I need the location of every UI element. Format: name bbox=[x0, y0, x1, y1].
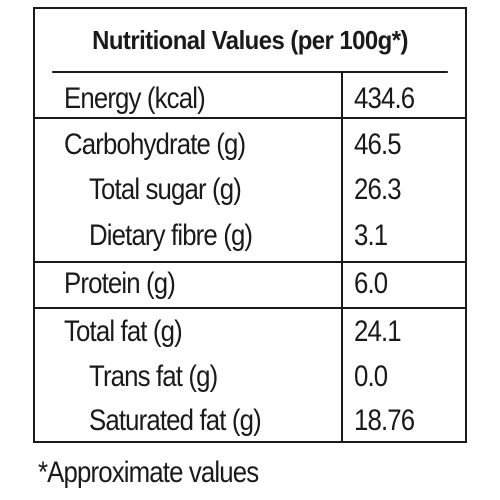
row-value-total-sugar: 26.3 bbox=[354, 173, 402, 206]
row-divider-protein bbox=[35, 307, 465, 309]
row-label-protein: Protein (g) bbox=[64, 267, 176, 300]
row-value-energy: 434.6 bbox=[354, 82, 415, 115]
row-label-total-fat: Total fat (g) bbox=[64, 315, 183, 348]
row-value-carbohydrate: 46.5 bbox=[354, 128, 402, 161]
column-divider bbox=[341, 73, 343, 441]
footnote: *Approximate values bbox=[38, 456, 259, 489]
row-value-trans-fat: 0.0 bbox=[354, 360, 388, 393]
table-title: Nutritional Values (per 100g*) bbox=[52, 9, 448, 73]
row-value-dietary-fibre: 3.1 bbox=[354, 219, 388, 252]
row-value-protein: 6.0 bbox=[354, 267, 388, 300]
row-label-total-sugar: Total sugar (g) bbox=[89, 173, 242, 206]
row-label-trans-fat: Trans fat (g) bbox=[89, 360, 218, 393]
nutrition-table: Nutritional Values (per 100g*) Energy (k… bbox=[33, 7, 467, 443]
row-value-saturated-fat: 18.76 bbox=[354, 404, 415, 437]
row-label-carbohydrate: Carbohydrate (g) bbox=[64, 128, 246, 161]
row-label-saturated-fat: Saturated fat (g) bbox=[89, 404, 262, 437]
row-divider-energy bbox=[35, 117, 465, 119]
row-label-dietary-fibre: Dietary fibre (g) bbox=[89, 219, 253, 252]
row-label-energy: Energy (kcal) bbox=[64, 82, 206, 115]
row-divider-carbohydrate bbox=[35, 261, 465, 263]
row-value-total-fat: 24.1 bbox=[354, 315, 402, 348]
